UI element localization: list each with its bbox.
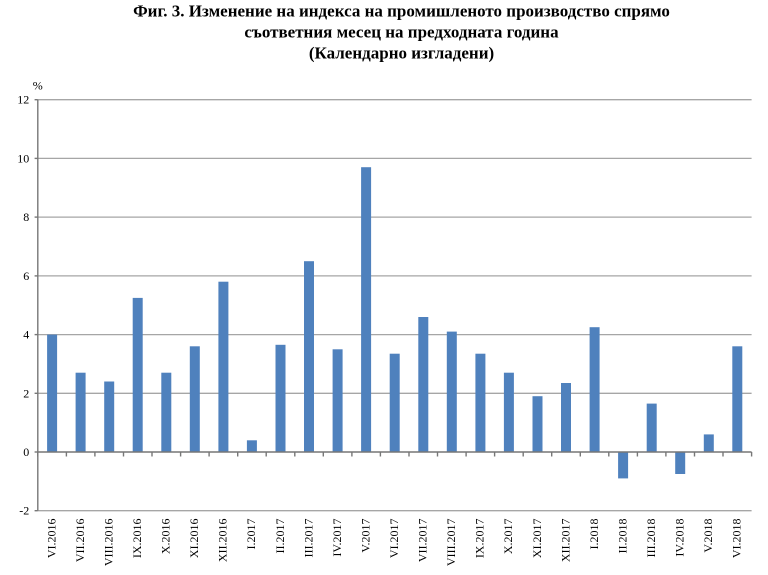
svg-text:12: 12	[17, 93, 29, 107]
svg-text:XI.2016: XI.2016	[187, 519, 201, 559]
svg-text:съответния месец на предходнат: съответния месец на предходната година	[244, 23, 559, 42]
svg-text:XII.2016: XII.2016	[216, 519, 230, 563]
svg-text:IX.2016: IX.2016	[130, 519, 144, 559]
svg-text:VII.2017: VII.2017	[416, 519, 430, 563]
svg-text:I.2018: I.2018	[587, 519, 601, 550]
svg-text:6: 6	[23, 269, 29, 283]
svg-text:III.2017: III.2017	[301, 519, 315, 558]
svg-text:-2: -2	[19, 504, 29, 518]
svg-text:0: 0	[23, 445, 29, 459]
svg-text:IV.2018: IV.2018	[673, 519, 687, 557]
svg-text:IV.2017: IV.2017	[330, 519, 344, 557]
svg-text:I.2017: I.2017	[244, 519, 258, 550]
svg-text:VIII.2016: VIII.2016	[102, 519, 116, 567]
svg-text:2: 2	[23, 386, 29, 400]
svg-text:III.2018: III.2018	[644, 519, 658, 558]
svg-text:VI.2018: VI.2018	[730, 519, 744, 559]
svg-text:XII.2017: XII.2017	[558, 519, 572, 563]
svg-text:X.2016: X.2016	[159, 519, 173, 555]
svg-text:XI.2017: XI.2017	[530, 519, 544, 559]
svg-text:%: %	[33, 79, 43, 93]
svg-text:II.2018: II.2018	[615, 519, 629, 554]
svg-text:4: 4	[23, 328, 29, 342]
svg-text:Фиг. 3. Изменение на индекса н: Фиг. 3. Изменение на индекса на промишле…	[133, 2, 670, 21]
svg-text:8: 8	[23, 210, 29, 224]
svg-text:VII.2016: VII.2016	[73, 519, 87, 563]
svg-text:(Календарно изгладени): (Календарно изгладени)	[309, 44, 494, 63]
svg-text:VI.2016: VI.2016	[44, 519, 58, 559]
svg-text:V.2018: V.2018	[701, 519, 715, 553]
svg-text:10: 10	[17, 151, 29, 165]
svg-text:II.2017: II.2017	[273, 519, 287, 554]
svg-text:V.2017: V.2017	[358, 519, 372, 553]
svg-text:VI.2017: VI.2017	[387, 519, 401, 559]
svg-text:X.2017: X.2017	[501, 519, 515, 555]
svg-text:IX.2017: IX.2017	[473, 519, 487, 559]
svg-text:VIII.2017: VIII.2017	[444, 519, 458, 567]
